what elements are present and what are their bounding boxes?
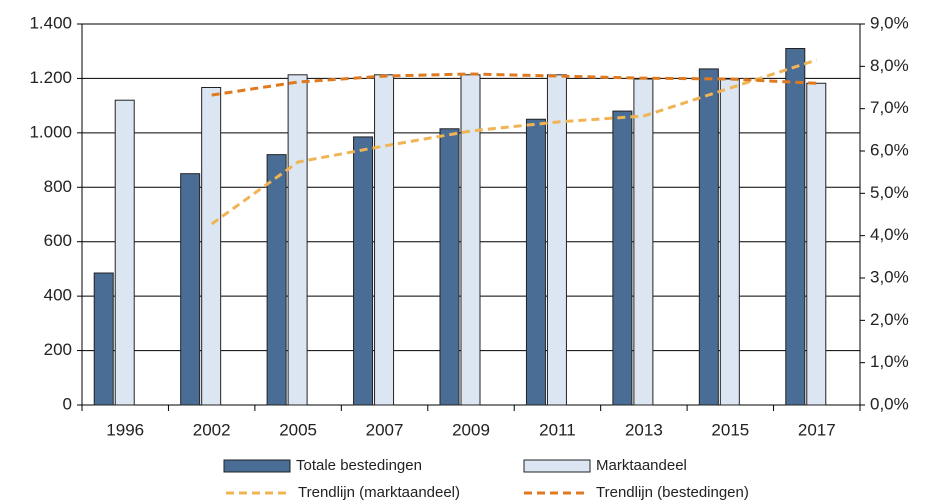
y-tick-label: 600 bbox=[44, 231, 72, 250]
y2-tick-label: 0,0% bbox=[870, 394, 909, 413]
y-tick-label: 400 bbox=[44, 286, 72, 305]
bar bbox=[546, 74, 567, 406]
bar bbox=[439, 128, 460, 406]
bar bbox=[460, 74, 481, 406]
y-tick-label: 1.200 bbox=[29, 68, 72, 87]
bar bbox=[353, 136, 374, 406]
bar bbox=[287, 74, 308, 406]
y2-tick-label: 5,0% bbox=[870, 183, 909, 202]
bar bbox=[612, 110, 633, 406]
bar bbox=[698, 68, 719, 406]
x-tick-label: 2007 bbox=[366, 420, 404, 439]
bar bbox=[525, 118, 546, 406]
legend-label: Trendlijn (bestedingen) bbox=[596, 484, 749, 501]
x-tick-label: 2009 bbox=[452, 420, 490, 439]
x-tick-label: 2015 bbox=[711, 420, 749, 439]
bar bbox=[180, 173, 201, 406]
y-tick-label: 200 bbox=[44, 340, 72, 359]
y2-tick-label: 3,0% bbox=[870, 267, 909, 286]
y2-tick-label: 8,0% bbox=[870, 56, 909, 75]
y2-tick-label: 7,0% bbox=[870, 98, 909, 117]
x-tick-label: 2017 bbox=[798, 420, 836, 439]
bar bbox=[114, 99, 135, 406]
bar bbox=[806, 82, 827, 406]
y2-tick-label: 4,0% bbox=[870, 225, 909, 244]
y2-tick-label: 1,0% bbox=[870, 352, 909, 371]
x-tick-label: 2011 bbox=[539, 420, 576, 439]
legend-swatch bbox=[523, 459, 591, 473]
y2-tick-label: 6,0% bbox=[870, 140, 909, 159]
bar bbox=[266, 154, 287, 406]
bar bbox=[201, 87, 222, 406]
x-tick-label: 2002 bbox=[193, 420, 231, 439]
y2-tick-label: 2,0% bbox=[870, 310, 909, 329]
bar bbox=[785, 47, 806, 406]
bar bbox=[633, 78, 654, 406]
bar bbox=[374, 74, 395, 406]
y-tick-label: 1.400 bbox=[29, 13, 72, 32]
y-tick-label: 800 bbox=[44, 177, 72, 196]
x-tick-label: 2005 bbox=[279, 420, 317, 439]
trend-line bbox=[210, 58, 818, 226]
y2-tick-label: 9,0% bbox=[870, 13, 909, 32]
legend-swatch bbox=[223, 459, 291, 473]
y-tick-label: 0 bbox=[63, 394, 72, 413]
legend-label: Totale bestedingen bbox=[296, 457, 422, 474]
x-tick-label: 1996 bbox=[106, 420, 144, 439]
bar bbox=[93, 272, 114, 406]
y-tick-label: 1.000 bbox=[29, 122, 72, 141]
legend-label: Marktaandeel bbox=[596, 457, 687, 474]
legend-label: Trendlijn (marktaandeel) bbox=[298, 484, 460, 501]
trend-line bbox=[211, 72, 817, 97]
bar bbox=[719, 78, 740, 406]
x-tick-label: 2013 bbox=[625, 420, 663, 439]
